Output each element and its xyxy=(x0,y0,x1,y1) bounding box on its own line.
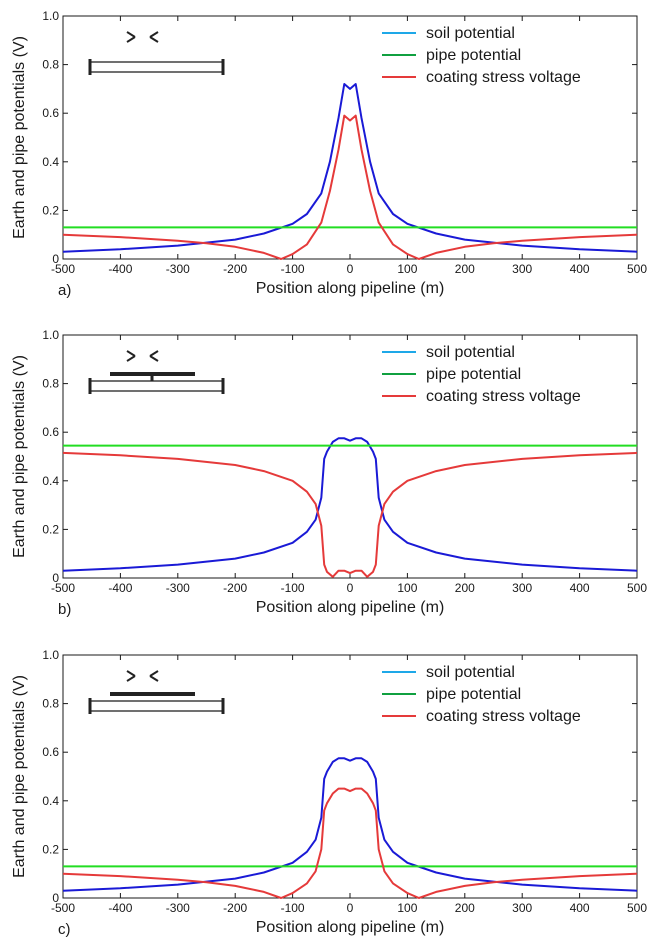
plot-frame xyxy=(62,654,638,899)
x-tick-label: -300 xyxy=(166,901,190,915)
soil-potential-line xyxy=(62,83,638,253)
x-tick-label: 0 xyxy=(347,581,354,595)
x-axis-label: Position along pipeline (m) xyxy=(256,919,445,936)
x-tick-label: 500 xyxy=(627,581,647,595)
x-tick-label: 100 xyxy=(397,901,417,915)
panel-label: a) xyxy=(58,282,71,299)
y-tick-label: 0.4 xyxy=(42,794,59,808)
coating-stress-voltage-line xyxy=(62,114,638,260)
x-tick-label: -200 xyxy=(223,262,247,276)
y-tick-label: 1.0 xyxy=(42,648,59,662)
y-tick-label: 0 xyxy=(52,252,59,266)
x-tick-label: -400 xyxy=(108,262,132,276)
x-tick-label: -100 xyxy=(281,901,305,915)
y-tick-label: 0.4 xyxy=(42,474,59,488)
soil-potential-line xyxy=(62,437,638,572)
x-tick-label: 400 xyxy=(570,901,590,915)
legend-coating-stress-voltage-label: coating stress voltage xyxy=(426,69,581,86)
y-axis-label: Earth and pipe potentials (V) xyxy=(11,36,28,239)
x-tick-label: -100 xyxy=(281,581,305,595)
y-tick-label: 0.6 xyxy=(42,106,59,120)
y-tick-label: 0.8 xyxy=(42,377,59,391)
legend-pipe-potential-label: pipe potential xyxy=(426,366,521,383)
electrode-marks-icon xyxy=(126,670,159,682)
legend-pipe-potential-label: pipe potential xyxy=(426,47,521,64)
coating-stress-voltage-line xyxy=(62,451,638,578)
y-tick-label: 0.6 xyxy=(42,425,59,439)
legend-soil-potential-label: soil potential xyxy=(426,664,515,681)
y-tick-label: 0.6 xyxy=(42,745,59,759)
plot-frame xyxy=(62,15,638,260)
coating-stress-voltage-line xyxy=(62,787,638,899)
x-tick-label: -500 xyxy=(51,901,75,915)
x-tick-label: -500 xyxy=(51,581,75,595)
y-tick-label: 0.8 xyxy=(42,58,59,72)
legend-soil-potential-label: soil potential xyxy=(426,344,515,361)
x-tick-label: -500 xyxy=(51,262,75,276)
x-tick-label: 200 xyxy=(455,581,475,595)
chart-panel-1: -500 -400 -300 -200 -100 0 100 200 300 400 500 0 0.2… xyxy=(11,9,647,299)
y-tick-label: 0 xyxy=(52,891,59,905)
x-tick-label: -400 xyxy=(108,581,132,595)
y-tick-label: 0.2 xyxy=(42,522,59,536)
x-tick-label: 0 xyxy=(347,901,354,915)
x-tick-label: -200 xyxy=(223,581,247,595)
x-axis-label: Position along pipeline (m) xyxy=(256,280,445,297)
y-axis-label: Earth and pipe potentials (V) xyxy=(11,355,28,558)
y-tick-label: 1.0 xyxy=(42,328,59,342)
legend-pipe-potential-label: pipe potential xyxy=(426,686,521,703)
x-tick-label: -300 xyxy=(166,262,190,276)
x-tick-label: 400 xyxy=(570,581,590,595)
y-axis-label: Earth and pipe potentials (V) xyxy=(11,675,28,878)
x-tick-label: 500 xyxy=(627,901,647,915)
x-tick-label: -200 xyxy=(223,901,247,915)
x-tick-label: -400 xyxy=(108,901,132,915)
pipe-icon xyxy=(89,61,224,73)
electrode-marks-icon xyxy=(126,350,159,362)
x-tick-label: 500 xyxy=(627,262,647,276)
x-tick-label: -100 xyxy=(281,262,305,276)
x-tick-label: 0 xyxy=(347,262,354,276)
y-tick-label: 0.2 xyxy=(42,203,59,217)
x-tick-label: 300 xyxy=(512,901,532,915)
panel-label: c) xyxy=(58,921,71,938)
x-tick-label: 300 xyxy=(512,262,532,276)
y-tick-label: 1.0 xyxy=(42,9,59,23)
chart-panel-2: -500 -400 -300 -200 -100 0 100 200 300 400 500 0 0.2… xyxy=(11,328,647,618)
y-tick-label: 0.8 xyxy=(42,697,59,711)
panel-label: b) xyxy=(58,601,71,618)
y-tick-label: 0.2 xyxy=(42,842,59,856)
pipe-icon xyxy=(89,380,224,392)
x-tick-label: 100 xyxy=(397,262,417,276)
x-tick-label: 300 xyxy=(512,581,532,595)
legend-soil-potential-label: soil potential xyxy=(426,25,515,42)
legend-coating-stress-voltage-label: coating stress voltage xyxy=(426,388,581,405)
y-tick-label: 0.4 xyxy=(42,155,59,169)
x-tick-label: 100 xyxy=(397,581,417,595)
soil-potential-line xyxy=(62,757,638,892)
x-tick-label: 400 xyxy=(570,262,590,276)
electrode-marks-icon xyxy=(126,31,159,43)
x-tick-label: 200 xyxy=(455,262,475,276)
x-tick-label: 200 xyxy=(455,901,475,915)
y-tick-label: 0 xyxy=(52,571,59,585)
x-axis-label: Position along pipeline (m) xyxy=(256,599,445,616)
legend-coating-stress-voltage-label: coating stress voltage xyxy=(426,708,581,725)
x-tick-label: -300 xyxy=(166,581,190,595)
pipe-icon xyxy=(89,700,224,712)
chart-panel-3: -500 -400 -300 -200 -100 0 100 200 300 400 500 0 0.2… xyxy=(11,648,647,938)
